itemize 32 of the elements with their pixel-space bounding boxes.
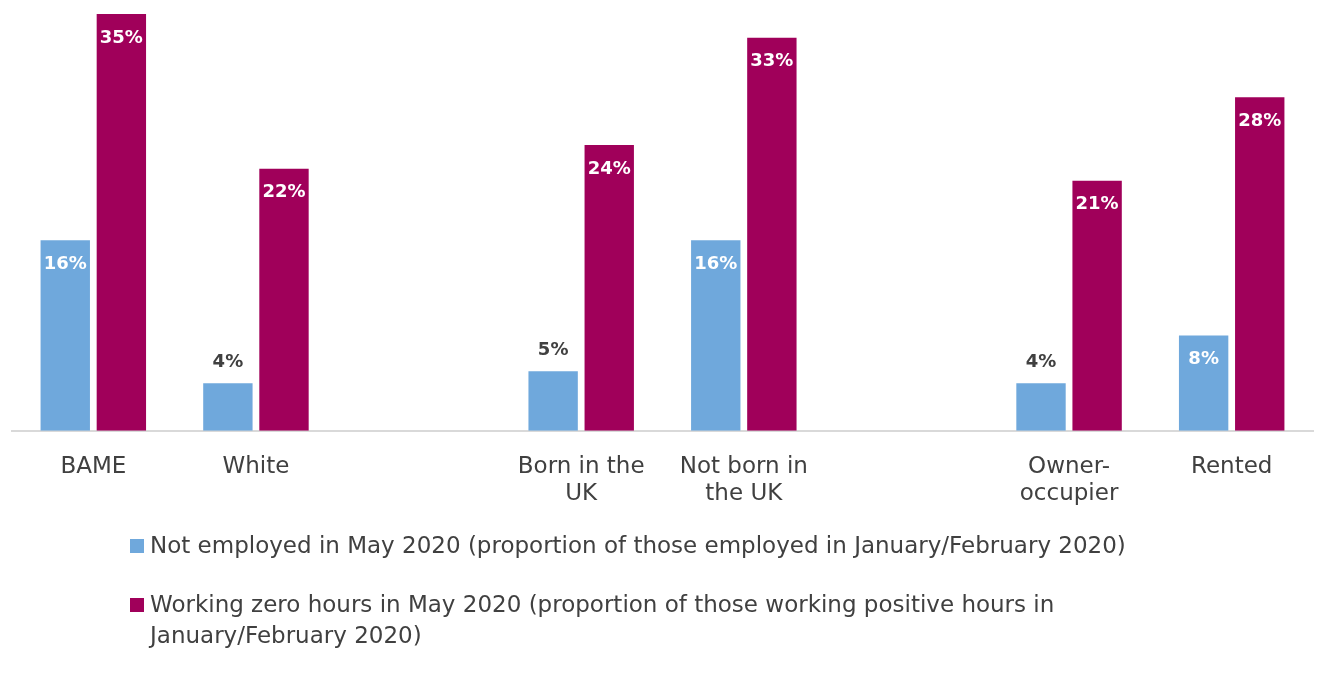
data-label: 16% xyxy=(694,251,738,273)
x-tick-label: White xyxy=(222,451,290,478)
bar xyxy=(1016,383,1066,431)
bar xyxy=(203,383,253,431)
data-label: 4% xyxy=(1025,349,1057,371)
x-tick-label: Owner-occupier xyxy=(1019,451,1119,506)
bar xyxy=(691,240,741,431)
data-label: 21% xyxy=(1075,192,1119,214)
data-label: 16% xyxy=(43,251,87,273)
data-label: 5% xyxy=(537,337,569,359)
x-tick-label: Rented xyxy=(1190,451,1273,478)
bar xyxy=(259,168,309,431)
x-tick-label: Not born in the UK xyxy=(679,451,808,506)
bar xyxy=(528,371,578,431)
data-label: 22% xyxy=(262,180,306,202)
data-label: 28% xyxy=(1238,109,1282,131)
bar xyxy=(1072,180,1122,431)
data-label: 4% xyxy=(212,349,244,371)
x-tick-label: BAME xyxy=(60,451,127,478)
bar xyxy=(1178,335,1229,431)
data-label: 33% xyxy=(750,49,794,71)
x-tick-label: Born in the UK xyxy=(517,451,645,506)
bar xyxy=(747,37,797,431)
bar xyxy=(584,144,634,431)
bar xyxy=(1235,97,1285,431)
bar xyxy=(40,240,90,431)
bar xyxy=(96,14,147,431)
legend-label: Working zero hours in May 2020 (proportion of those working positive hours in January/February 2020) xyxy=(150,590,1056,650)
data-label: 24% xyxy=(587,156,631,178)
data-label: 35% xyxy=(99,25,143,47)
legend-label: Not employed in May 2020 (proportion of those employed in January/February 2020) xyxy=(150,531,1126,560)
data-label: 8% xyxy=(1188,347,1219,369)
